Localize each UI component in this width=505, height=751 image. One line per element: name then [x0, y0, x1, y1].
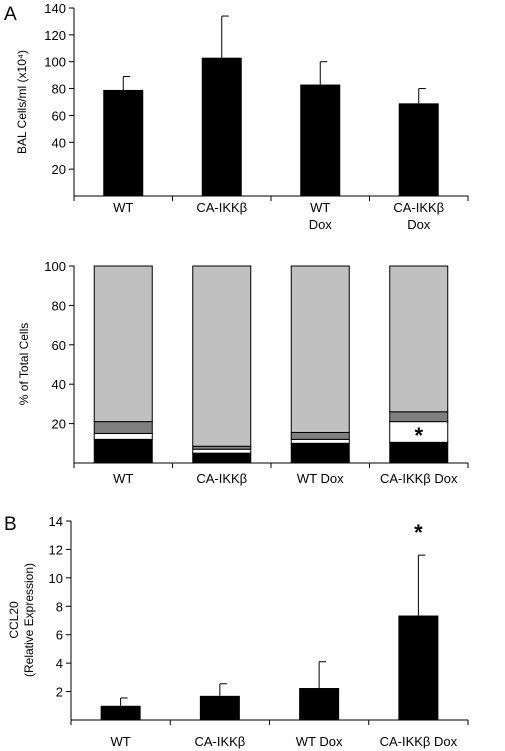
y-tick-label: 100 — [44, 55, 66, 70]
y-tick-label: 120 — [44, 28, 66, 43]
stacked-bar-segment — [389, 411, 449, 423]
y-axis-label: CCL20 — [7, 601, 21, 639]
x-category-label: WT — [113, 471, 133, 486]
x-category-label: WT — [111, 734, 131, 749]
chart-ccl20-expression: 2 4 6 8 10 12 14 WT CA-IKKβ WT Dox CA-IKKβ Dox CCL2… — [7, 514, 469, 749]
panel-label-b: B — [4, 514, 17, 535]
bar — [100, 705, 141, 720]
y-tick-label: 6 — [56, 628, 63, 643]
y-tick-label: 4 — [56, 656, 63, 671]
y-axis-label: (Relative Expression) — [22, 563, 36, 677]
panel-label-a: A — [4, 4, 17, 25]
y-tick-label: 2 — [56, 685, 63, 700]
stacked-bar-segment — [93, 432, 153, 440]
x-category-label: CA-IKKβ — [196, 200, 247, 215]
stacked-bar-segment — [192, 265, 252, 447]
y-tick-label: 12 — [49, 542, 63, 557]
y-axis-label: BAL Cells/ml (x10⁴) — [15, 50, 29, 154]
stacked-bar-segment — [389, 265, 449, 413]
bar — [199, 695, 240, 720]
stacked-bar-segment — [290, 438, 350, 444]
bar — [398, 103, 439, 196]
y-axis-label: % of Total Cells — [17, 323, 31, 405]
bar — [300, 84, 341, 196]
stacked-bar-segment — [93, 265, 153, 423]
significance-marker: * — [414, 423, 423, 448]
x-category-label: WT — [113, 200, 133, 215]
chart-bal-cells: 20 40 60 80 100 120 140 WT CA-IKKβ WT Dox CA-IKKβ Do… — [15, 1, 469, 232]
x-category-label: CA-IKKβ Dox — [380, 734, 458, 749]
bar — [299, 688, 340, 720]
y-tick-label: 20 — [52, 162, 66, 177]
stacked-bar-segment — [93, 438, 153, 464]
significance-marker: * — [414, 520, 423, 545]
y-tick-label: 10 — [49, 571, 63, 586]
stacked-bar-segment — [290, 442, 350, 464]
y-tick-label: 100 — [44, 259, 66, 274]
bar — [103, 89, 144, 196]
y-tick-label: 60 — [52, 338, 66, 353]
stacked-bar-segment — [290, 265, 350, 433]
y-tick-label: 20 — [52, 417, 66, 432]
y-tick-label: 40 — [52, 135, 66, 150]
y-tick-label: 80 — [52, 82, 66, 97]
x-category-label: CA-IKKβ Dox — [380, 471, 458, 486]
chart-percent-total-cells: 20 40 60 80 100 WT CA-IKKβ WT Dox CA-IKKβ Dox % o… — [17, 259, 469, 486]
y-tick-label: 14 — [49, 514, 63, 529]
x-category-label: CA-IKKβ Dox — [393, 200, 444, 232]
y-tick-label: 80 — [52, 298, 66, 313]
bar — [398, 615, 439, 720]
bar — [201, 57, 242, 196]
x-category-label: CA-IKKβ — [194, 734, 245, 749]
stacked-bar-segment — [290, 431, 350, 440]
stacked-bar-segment — [93, 421, 153, 434]
x-category-label: WT Dox — [309, 200, 333, 232]
stacked-bar-segment — [192, 452, 252, 464]
x-category-label: WT Dox — [296, 734, 343, 749]
stacked-bar-segment — [192, 448, 252, 454]
x-category-label: CA-IKKβ — [196, 471, 247, 486]
x-category-label: WT Dox — [297, 471, 344, 486]
y-tick-label: 60 — [52, 108, 66, 123]
y-tick-label: 140 — [44, 1, 66, 16]
y-tick-label: 8 — [56, 599, 63, 614]
y-tick-label: 40 — [52, 377, 66, 392]
